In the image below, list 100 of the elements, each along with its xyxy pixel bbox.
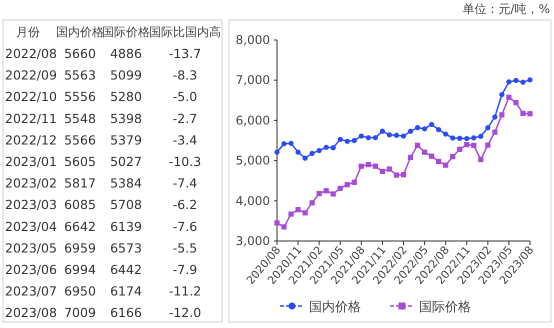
point	[400, 133, 406, 139]
point	[352, 138, 357, 144]
point	[358, 164, 364, 169]
text: -11.2	[168, 284, 202, 299]
point	[499, 112, 504, 118]
text: 6950	[64, 284, 96, 299]
point	[295, 207, 301, 212]
text: 5605	[64, 154, 96, 169]
point	[310, 200, 315, 206]
point	[499, 92, 504, 98]
point	[457, 136, 462, 141]
text: -7.4	[172, 176, 198, 191]
point	[386, 166, 392, 172]
point	[380, 168, 386, 174]
point	[344, 182, 350, 188]
category-label: 2023/02	[5, 176, 57, 191]
point	[338, 186, 343, 191]
point	[506, 79, 512, 84]
category-label: 2022/08	[5, 46, 57, 61]
point	[485, 142, 490, 148]
text: 7009	[64, 305, 96, 320]
point	[513, 78, 519, 84]
text: 5398	[110, 110, 142, 126]
point	[330, 191, 336, 197]
category-label: 2023/01	[5, 154, 57, 169]
point	[450, 154, 456, 160]
y-tick-label: 6,000	[236, 113, 270, 128]
point	[422, 126, 428, 132]
point	[302, 156, 308, 161]
category-label: 2022/12	[5, 132, 57, 148]
text: -12.0	[168, 305, 202, 320]
text: -7.6	[172, 218, 198, 234]
text: -5.0	[172, 89, 198, 104]
text: -3.4	[172, 132, 198, 148]
point	[302, 210, 308, 216]
point	[281, 224, 287, 230]
point	[316, 190, 322, 196]
text: 5708	[110, 197, 142, 212]
text: -6.2	[172, 197, 198, 212]
point	[394, 172, 400, 178]
category-label: 国内价格	[56, 25, 104, 39]
point	[450, 135, 456, 141]
text: 6166	[110, 305, 142, 320]
point	[485, 125, 490, 130]
legend-label: 国际价格	[419, 300, 471, 315]
text: 6573	[110, 240, 142, 256]
point	[478, 134, 484, 139]
point	[324, 188, 329, 194]
y-tick-label: 5,000	[236, 154, 270, 168]
text: 5660	[64, 46, 96, 61]
category-label: 2023/03	[5, 197, 57, 212]
text: 6174	[110, 284, 142, 299]
point	[310, 150, 315, 156]
text: 5566	[64, 132, 96, 148]
point	[352, 180, 357, 185]
text: 6994	[64, 262, 96, 277]
point	[443, 162, 448, 168]
category-label: 2022/11	[5, 110, 57, 126]
category-label: 2023/04	[5, 218, 57, 234]
point	[478, 156, 484, 162]
point	[288, 140, 294, 146]
category-label: 2023/07	[5, 284, 57, 299]
text: 5563	[64, 68, 96, 83]
text: 5379	[110, 132, 142, 148]
text: -7.9	[172, 262, 198, 277]
text: 5384	[110, 176, 142, 191]
point	[372, 135, 378, 140]
point	[520, 110, 526, 116]
text: 5099	[110, 68, 142, 83]
point	[414, 142, 420, 148]
point	[366, 162, 371, 168]
text: 6959	[64, 240, 96, 256]
point	[464, 136, 470, 142]
text: 6085	[64, 197, 96, 212]
point	[436, 158, 442, 164]
y-tick-label: 7,000	[236, 73, 270, 88]
point	[358, 133, 364, 139]
category-label: 国际比国内高	[149, 25, 221, 39]
point	[324, 144, 329, 150]
text: 单位：元/吨，%	[462, 2, 550, 16]
y-tick-label: 3,000	[236, 234, 270, 248]
point	[408, 154, 414, 160]
text: 6139	[110, 218, 142, 234]
text: -2.7	[172, 110, 198, 126]
point	[344, 138, 350, 144]
legend-label: 国内价格	[309, 300, 361, 315]
text: 6442	[110, 262, 142, 277]
text: 5548	[64, 110, 96, 126]
point	[471, 142, 476, 148]
category-label: 2022/10	[5, 89, 57, 104]
point	[274, 220, 280, 226]
text: 5556	[64, 89, 96, 104]
point	[464, 142, 470, 148]
point	[471, 135, 476, 140]
point	[394, 132, 400, 138]
point	[295, 150, 301, 155]
text: -8.3	[172, 68, 198, 83]
point	[436, 127, 442, 132]
text: 5280	[110, 89, 142, 104]
point	[274, 150, 280, 155]
